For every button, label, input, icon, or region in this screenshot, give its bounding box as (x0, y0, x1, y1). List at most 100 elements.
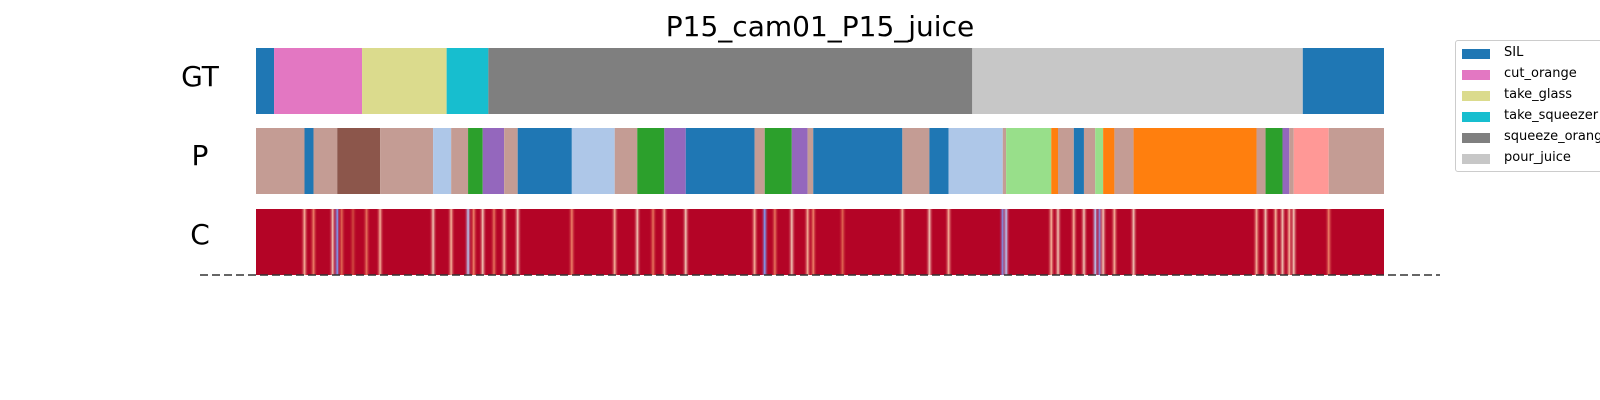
pred-segment-13 (637, 128, 665, 194)
pred-segment-30 (1095, 128, 1104, 194)
confidence-mark-25 (787, 209, 796, 275)
pred-segment-6 (451, 128, 469, 194)
pred-segment-28 (1073, 128, 1084, 194)
pred-segment-27 (1058, 128, 1074, 194)
pred-segment-17 (764, 128, 792, 194)
pred-segment-38 (1293, 128, 1329, 194)
confidence-mark-31 (944, 209, 953, 275)
confidence-row (256, 209, 1384, 275)
legend-label: take_glass (1504, 87, 1573, 102)
pred-segment-34 (1256, 128, 1266, 194)
pred-segment-32 (1114, 128, 1134, 194)
pred-segment-7 (468, 128, 483, 194)
confidence-mark-16 (567, 209, 576, 275)
chart-title: P15_cam01_P15_juice (665, 10, 975, 43)
confidence-mark-43 (1252, 209, 1261, 275)
pred-segment-24 (1002, 128, 1007, 194)
legend-label: take_squeezer (1504, 108, 1599, 123)
confidence-mark-11 (469, 209, 478, 275)
pred-segment-23 (948, 128, 1003, 194)
pred-segment-3 (337, 128, 381, 194)
confidence-mark-19 (649, 209, 658, 275)
confidence-mark-47 (1285, 209, 1294, 275)
pred-segment-35 (1265, 128, 1283, 194)
pred-segment-12 (614, 128, 638, 194)
pred-segment-1 (304, 128, 314, 194)
confidence-mark-8 (429, 209, 438, 275)
confidence-mark-41 (1110, 209, 1119, 275)
confidence-mark-33 (1002, 209, 1011, 275)
confidence-mark-23 (760, 209, 769, 275)
confidence-mark-38 (1091, 209, 1100, 275)
confidence-mark-2 (328, 209, 337, 275)
confidence-mark-27 (809, 209, 818, 275)
confidence-mark-22 (750, 209, 759, 275)
pred-segment-5 (433, 128, 452, 194)
row-label-c: C (190, 218, 210, 251)
confidence-mark-36 (1069, 209, 1078, 275)
legend-label: pour_juice (1504, 150, 1571, 165)
pred-segment-31 (1103, 128, 1115, 194)
confidence-mark-21 (681, 209, 690, 275)
confidence-mark-34 (1047, 209, 1056, 275)
pred-segment-36 (1282, 128, 1290, 194)
pred-segment-4 (380, 128, 434, 194)
confidence-mark-49 (1324, 209, 1333, 275)
legend-label: squeeze_orange (1504, 129, 1600, 144)
confidence-mark-5 (349, 209, 358, 275)
legend-swatch-take-squeezer (1462, 112, 1490, 122)
confidence-mark-18 (633, 209, 642, 275)
legend-swatch-take-glass (1462, 91, 1490, 101)
pred-segment-8 (482, 128, 505, 194)
gt-segment-4 (488, 48, 973, 114)
gt-row (256, 48, 1384, 114)
pred-segment-26 (1051, 128, 1059, 194)
confidence-mark-24 (770, 209, 779, 275)
confidence-base (256, 209, 1384, 275)
confidence-mark-15 (513, 209, 522, 275)
prediction-row (256, 128, 1384, 194)
legend-swatch-pour-juice (1462, 154, 1490, 164)
pred-segment-11 (571, 128, 615, 194)
pred-segment-14 (664, 128, 686, 194)
confidence-mark-3 (333, 209, 342, 275)
confidence-mark-35 (1054, 209, 1063, 275)
pred-segment-16 (754, 128, 765, 194)
confidence-mark-14 (500, 209, 509, 275)
confidence-mark-29 (898, 209, 907, 275)
pred-segment-2 (313, 128, 338, 194)
pred-segment-25 (1006, 128, 1052, 194)
confidence-mark-12 (478, 209, 487, 275)
pred-segment-9 (504, 128, 518, 194)
gt-segment-3 (446, 48, 489, 114)
pred-segment-18 (791, 128, 808, 194)
pred-segment-0 (256, 128, 305, 194)
pred-segment-33 (1133, 128, 1257, 194)
confidence-mark-45 (1271, 209, 1280, 275)
confidence-mark-46 (1278, 209, 1287, 275)
confidence-mark-44 (1261, 209, 1270, 275)
confidence-mark-42 (1129, 209, 1138, 275)
pred-segment-15 (685, 128, 755, 194)
gt-segment-6 (1302, 48, 1384, 114)
confidence-mark-48 (1289, 209, 1298, 275)
row-label-gt: GT (181, 60, 219, 93)
confidence-mark-40 (1099, 209, 1108, 275)
confidence-mark-13 (490, 209, 499, 275)
row-label-p: P (191, 139, 209, 172)
pred-segment-37 (1289, 128, 1294, 194)
legend-swatch-cut-orange (1462, 70, 1490, 80)
confidence-mark-1 (309, 209, 318, 275)
pred-segment-20 (813, 128, 903, 194)
confidence-mark-9 (447, 209, 456, 275)
confidence-mark-20 (660, 209, 669, 275)
pred-segment-22 (929, 128, 949, 194)
legend-swatch-squeeze-orange (1462, 133, 1490, 143)
confidence-mark-7 (376, 209, 385, 275)
legend: SIL cut_orange take_glass take_squeezer … (1455, 40, 1600, 172)
legend-label: cut_orange (1504, 66, 1577, 81)
gt-segment-2 (362, 48, 447, 114)
confidence-mark-37 (1079, 209, 1088, 275)
legend-swatch-sil (1462, 49, 1490, 59)
